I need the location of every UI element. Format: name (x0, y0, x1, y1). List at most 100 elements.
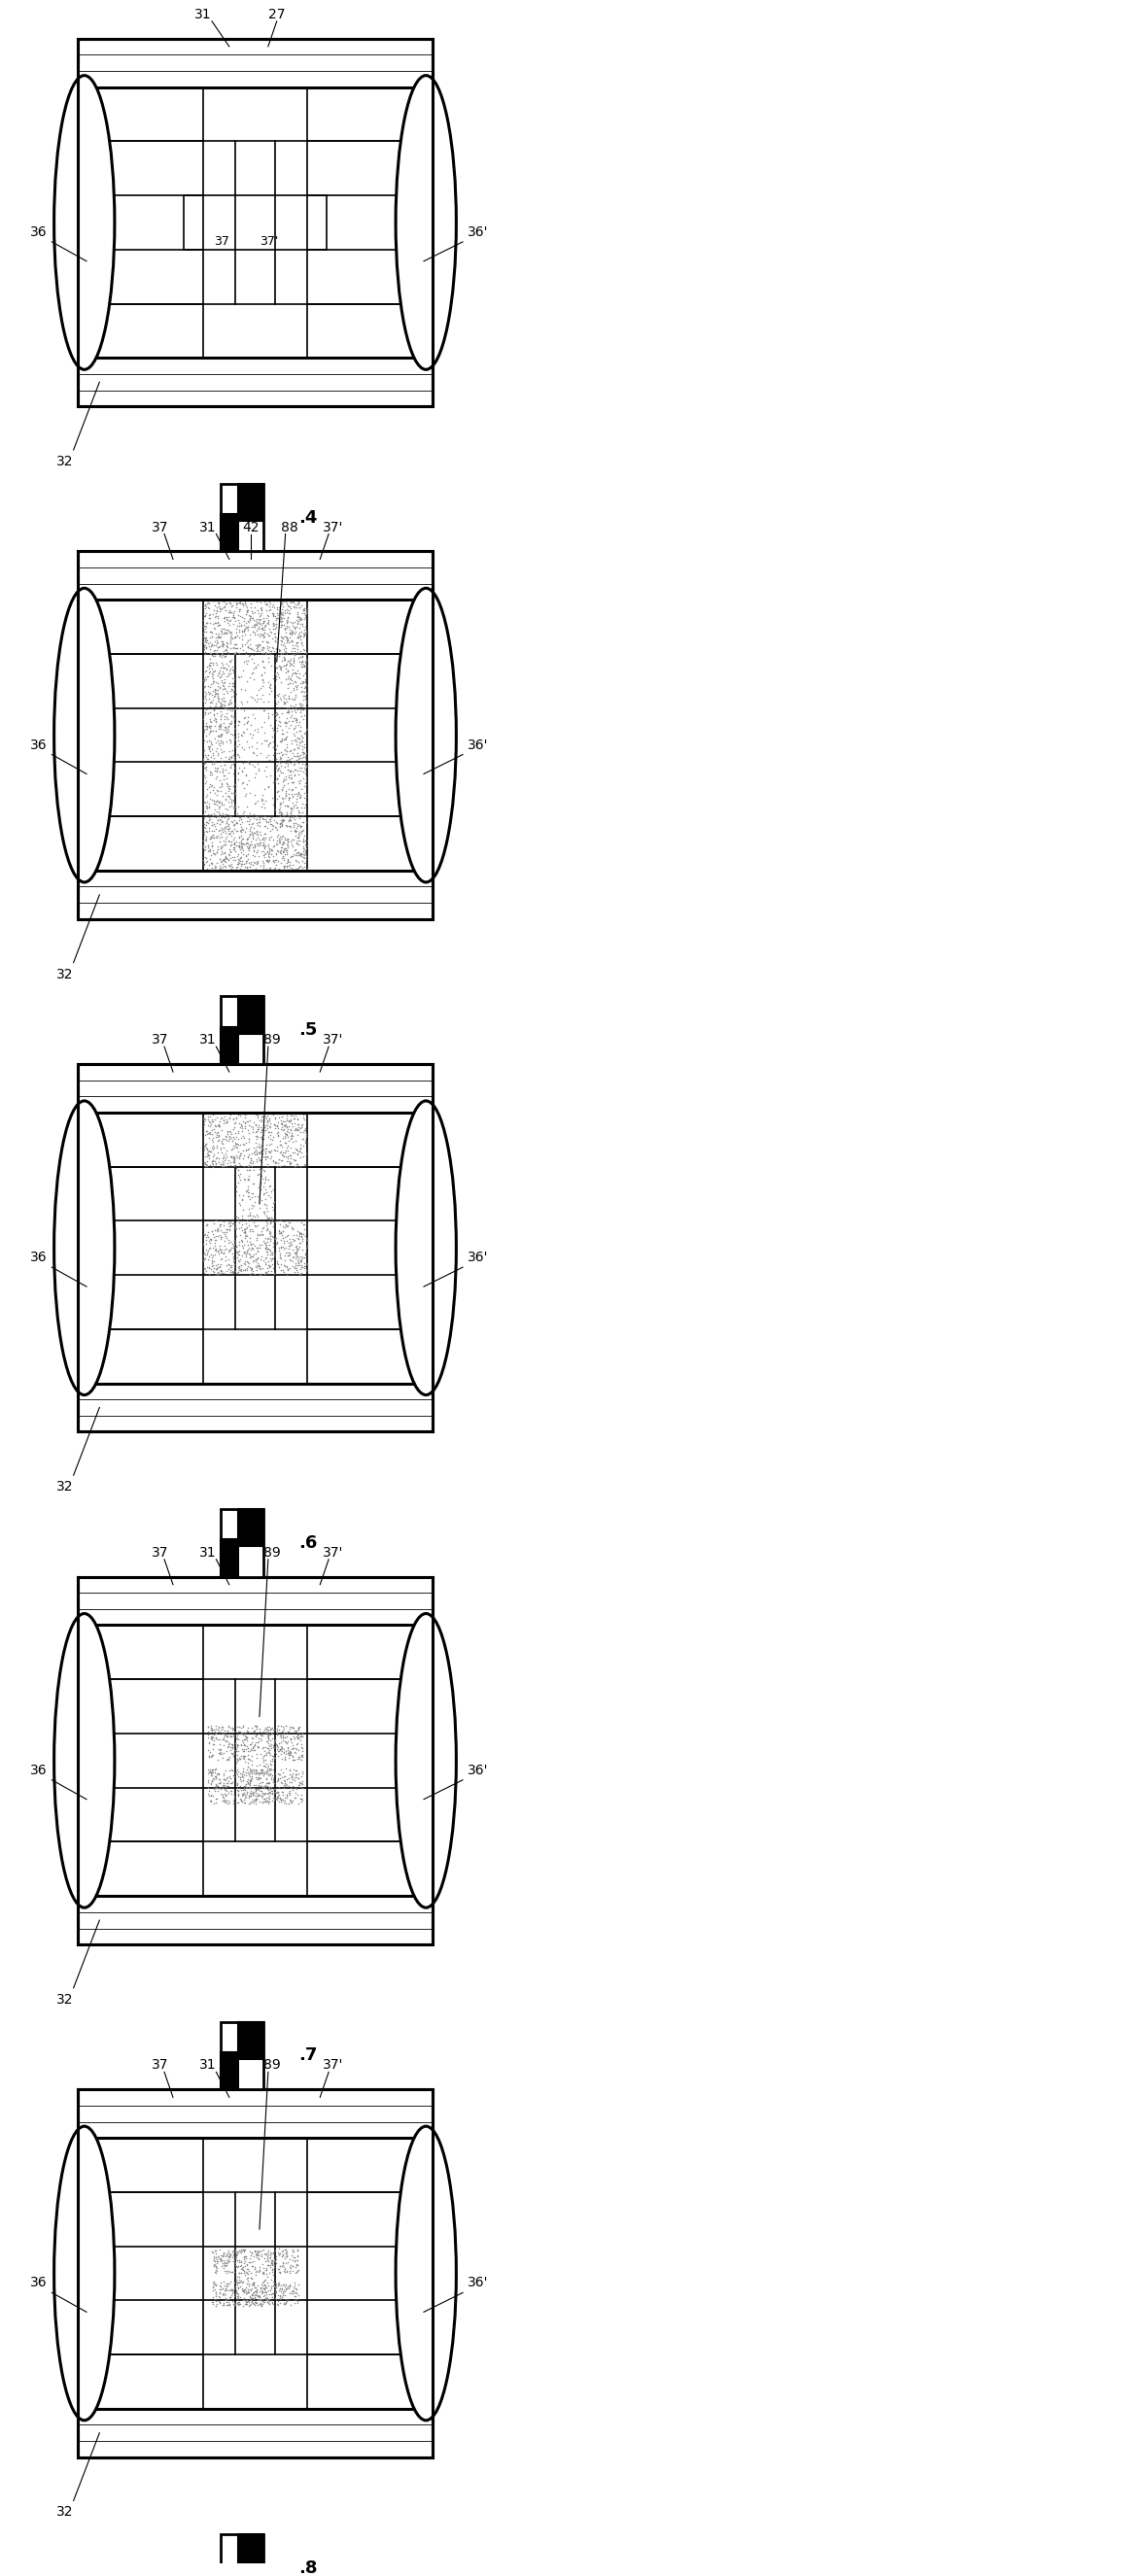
Point (225, 1141, 243, 1182)
Point (269, 675, 288, 716)
Point (197, 708, 215, 750)
Point (238, 1759, 257, 1801)
Point (254, 2282, 273, 2324)
Point (262, 1239, 281, 1280)
Point (242, 2275, 260, 2316)
Point (221, 832, 240, 873)
Point (278, 819, 297, 860)
Point (195, 1252, 213, 1293)
Point (254, 1772, 273, 1814)
Point (284, 698, 303, 739)
Point (262, 706, 281, 747)
Point (226, 1123, 244, 1164)
Point (260, 1131, 278, 1172)
Point (270, 806, 289, 848)
Point (230, 824, 249, 866)
Point (265, 726, 283, 768)
Point (223, 618, 242, 659)
Point (292, 1762, 311, 1803)
Point (242, 842, 260, 884)
Point (201, 750, 219, 791)
Point (268, 1131, 286, 1172)
Point (244, 799, 262, 840)
Point (205, 1718, 223, 1759)
Point (228, 1236, 246, 1278)
Point (248, 1110, 266, 1151)
Point (221, 629, 240, 670)
Point (272, 1749, 290, 1790)
Point (272, 1718, 290, 1759)
Point (259, 600, 277, 641)
Point (222, 1118, 241, 1159)
Point (202, 1218, 220, 1260)
Point (207, 770, 226, 811)
Point (222, 1136, 241, 1177)
Point (264, 1236, 282, 1278)
Point (272, 1244, 290, 1285)
Point (288, 623, 306, 665)
Point (293, 783, 312, 824)
Point (249, 1236, 267, 1278)
Point (219, 768, 237, 809)
Point (272, 592, 290, 634)
Point (212, 654, 230, 696)
Point (254, 1164, 273, 1206)
Point (211, 796, 229, 837)
Point (214, 760, 233, 801)
Bar (78, 88, 432, 358)
Point (202, 1780, 220, 1821)
Point (246, 1716, 265, 1757)
Point (195, 629, 213, 670)
Point (220, 1749, 238, 1790)
Point (223, 829, 242, 871)
Point (282, 819, 300, 860)
Point (237, 1170, 256, 1211)
Point (219, 2285, 237, 2326)
Point (283, 719, 301, 760)
Point (270, 1203, 289, 1244)
Point (293, 726, 312, 768)
Bar (238, 484, 264, 520)
Point (276, 2239, 295, 2280)
Point (227, 2272, 245, 2313)
Point (293, 848, 312, 889)
Point (207, 2282, 226, 2324)
Point (195, 827, 213, 868)
Point (272, 1728, 290, 1770)
Point (202, 708, 220, 750)
Point (267, 603, 285, 644)
Point (234, 835, 252, 876)
Point (292, 1213, 311, 1255)
Point (206, 1765, 225, 1806)
Point (231, 657, 250, 698)
Point (226, 1221, 244, 1262)
Point (209, 827, 227, 868)
Point (258, 1195, 276, 1236)
Point (275, 1105, 293, 1146)
Point (248, 644, 266, 685)
Point (254, 603, 273, 644)
Point (234, 1749, 252, 1790)
Point (218, 1113, 236, 1154)
Point (245, 605, 264, 647)
Point (197, 629, 215, 670)
Point (202, 672, 220, 714)
Point (225, 811, 243, 853)
Point (282, 799, 300, 840)
Point (276, 742, 295, 783)
Point (273, 2269, 291, 2311)
Point (282, 1221, 300, 1262)
Point (291, 1128, 309, 1170)
Point (274, 765, 292, 806)
Point (196, 1123, 214, 1164)
Point (252, 1131, 270, 1172)
Point (285, 659, 304, 701)
Point (201, 629, 219, 670)
Point (264, 2282, 282, 2324)
Point (212, 616, 230, 657)
Point (286, 835, 305, 876)
Point (284, 1728, 303, 1770)
Point (284, 2272, 303, 2313)
Point (223, 1728, 242, 1770)
Point (213, 1211, 231, 1252)
